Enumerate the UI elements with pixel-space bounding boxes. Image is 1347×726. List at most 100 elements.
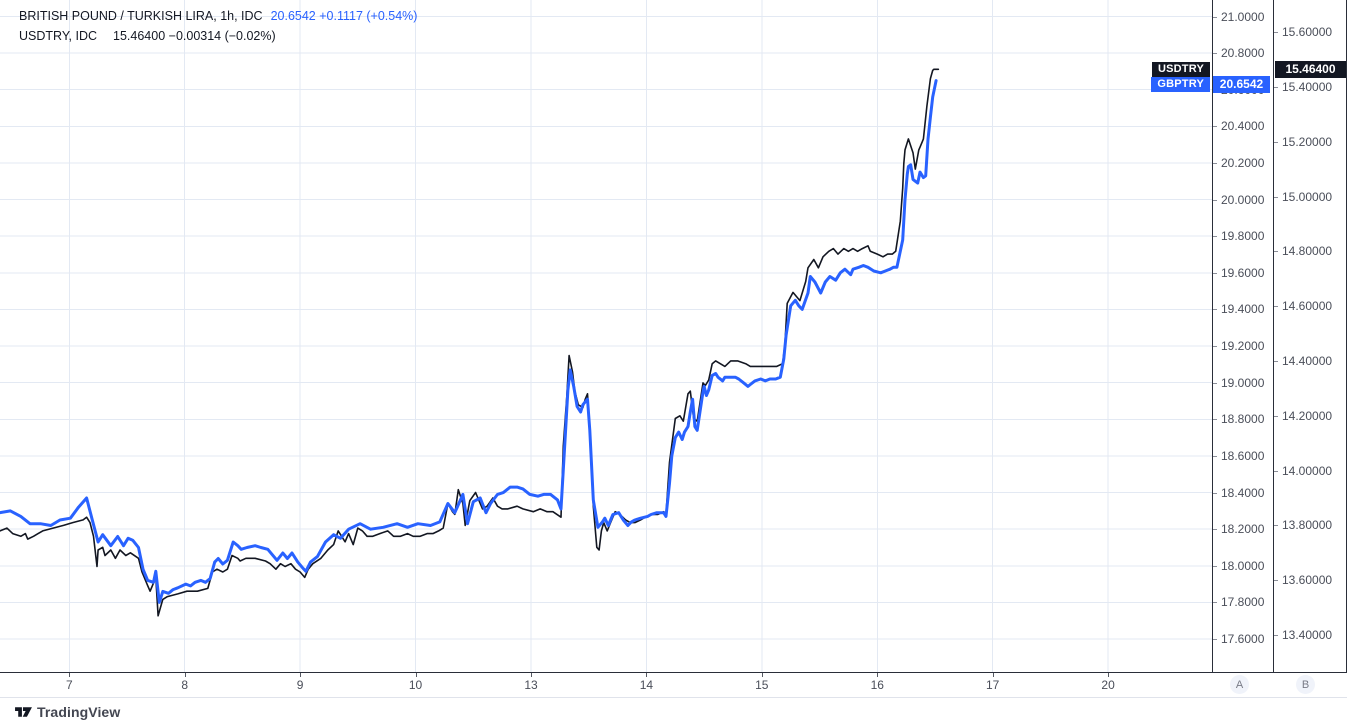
price-tick — [1213, 309, 1217, 311]
scale-separator-left[interactable] — [1212, 0, 1213, 697]
price-tick — [1213, 602, 1217, 604]
legend-row-usdtry[interactable]: USDTRY, IDC 15.46400 −0.00314 (−0.02%) — [19, 26, 417, 46]
price-tick-label: 14.00000 — [1282, 463, 1333, 478]
price-tick — [1213, 16, 1217, 18]
price-tick-label: 18.4000 — [1221, 485, 1265, 500]
time-tick — [531, 673, 532, 677]
price-tick — [1213, 529, 1217, 531]
price-tick-label: 14.80000 — [1282, 244, 1333, 259]
price-tick-label: 19.6000 — [1221, 265, 1265, 280]
time-tick-label: 14 — [639, 678, 654, 692]
price-tick — [1213, 639, 1217, 640]
price-tick — [1213, 419, 1217, 421]
price-tick — [1213, 163, 1217, 164]
symbol-title: BRITISH POUND / TURKISH LIRA, 1h, IDC — [19, 9, 263, 23]
price-tick-label: 20.8000 — [1221, 46, 1265, 61]
gridlines — [0, 0, 1212, 672]
price-tick — [1274, 470, 1278, 472]
price-scale-b-button[interactable]: B — [1296, 675, 1315, 694]
time-tick-label: 7 — [65, 678, 73, 692]
price-tick — [1274, 580, 1278, 582]
price-tick — [1213, 272, 1217, 274]
price-tick — [1213, 492, 1217, 494]
price-tick — [1213, 455, 1217, 457]
last-price-label-gbptry: 20.6542 — [1213, 75, 1270, 93]
price-tick-label: 20.4000 — [1221, 119, 1265, 134]
price-tick — [1274, 251, 1278, 253]
price-tick — [1213, 346, 1217, 348]
time-tick — [300, 673, 302, 677]
price-tick — [1274, 360, 1278, 362]
series-label-gbptry: GBPTRY — [1151, 76, 1210, 92]
price-scale-usdtry[interactable]: 13.40000 13.60000 13.80000 14.00000 14.20000… — [1274, 0, 1346, 672]
price-tick-label: 13.40000 — [1282, 628, 1333, 642]
price-tick-label: 20.2000 — [1221, 156, 1265, 170]
time-axis[interactable]: 7 8 9 10 13 14 15 16 17 20 — [0, 672, 1347, 697]
footer: TradingView — [0, 698, 1347, 726]
price-tick — [1274, 635, 1278, 636]
price-tick-label: 19.8000 — [1221, 229, 1265, 244]
price-tick — [1213, 53, 1217, 55]
price-tick-label: 19.2000 — [1221, 339, 1265, 354]
tradingview-logo-icon[interactable] — [14, 704, 33, 725]
time-tick-label: 15 — [755, 678, 769, 692]
time-tick-label: 13 — [524, 678, 538, 692]
price-tick — [1213, 565, 1217, 567]
time-tick — [415, 673, 417, 677]
legend: BRITISH POUND / TURKISH LIRA, 1h, IDC 20.… — [19, 6, 417, 46]
last-price-label-usdtry: 15.46400 — [1275, 60, 1346, 78]
time-tick — [184, 673, 186, 677]
price-tick-label: 13.60000 — [1282, 573, 1333, 588]
time-tick — [877, 673, 879, 677]
time-tick — [1108, 673, 1110, 677]
price-tick — [1274, 86, 1278, 88]
price-tick-label: 15.20000 — [1282, 134, 1333, 149]
time-tick-label: 8 — [181, 678, 189, 692]
time-tick-label: 17 — [986, 678, 1000, 692]
legend-row-gbptry[interactable]: BRITISH POUND / TURKISH LIRA, 1h, IDC 20.… — [19, 6, 417, 26]
price-tick-label: 14.40000 — [1282, 353, 1333, 368]
time-tick-label: 16 — [870, 678, 884, 692]
price-tick-label: 18.8000 — [1221, 412, 1265, 427]
price-tick — [1213, 199, 1217, 201]
compare-symbol-title: USDTRY, IDC — [19, 29, 98, 43]
tradingview-logo-text[interactable]: TradingView — [37, 704, 121, 720]
compare-symbol-quote-values: 15.46400 −0.00314 (−0.02%) — [113, 29, 276, 43]
price-tick-label: 20.0000 — [1221, 192, 1265, 207]
price-tick — [1274, 32, 1278, 34]
price-tick-label: 14.20000 — [1282, 408, 1333, 423]
price-tick-label: 19.4000 — [1221, 302, 1265, 317]
price-tick-label: 18.2000 — [1221, 522, 1265, 537]
price-tick — [1213, 236, 1217, 238]
time-tick-label: 20 — [1101, 678, 1115, 692]
price-tick-label: 17.6000 — [1221, 632, 1265, 646]
price-tick — [1274, 306, 1278, 308]
price-tick-label: 17.8000 — [1221, 595, 1265, 610]
price-tick-label: 15.60000 — [1282, 25, 1333, 40]
price-tick — [1274, 525, 1278, 527]
price-tick-label: 18.0000 — [1221, 558, 1265, 573]
price-tick-label: 21.0000 — [1221, 9, 1265, 24]
price-scale-gbptry[interactable]: 17.6000 17.8000 18.0000 18.2000 18.4000 18.60… — [1213, 0, 1272, 672]
price-tick-label: 14.60000 — [1282, 299, 1333, 314]
price-tick — [1213, 126, 1217, 128]
price-tick-label: 15.40000 — [1282, 79, 1333, 94]
footer-divider — [0, 697, 1347, 698]
time-tick-label: 9 — [296, 678, 304, 692]
price-scale-a-button[interactable]: A — [1230, 675, 1249, 694]
time-tick — [992, 673, 994, 677]
time-tick — [761, 673, 763, 677]
price-chart[interactable] — [0, 0, 1212, 672]
scale-separator-middle[interactable] — [1273, 0, 1274, 697]
time-tick-label: 10 — [408, 678, 423, 692]
symbol-quote-values: 20.6542 +0.1117 (+0.54%) — [270, 9, 418, 23]
price-tick-label: 15.00000 — [1282, 189, 1333, 204]
price-tick-label: 18.6000 — [1221, 448, 1265, 463]
price-tick — [1213, 382, 1217, 384]
time-tick — [646, 673, 648, 677]
series-label-usdtry: USDTRY — [1151, 61, 1210, 77]
time-tick — [69, 673, 71, 677]
price-tick — [1274, 141, 1278, 143]
price-tick — [1274, 196, 1278, 198]
